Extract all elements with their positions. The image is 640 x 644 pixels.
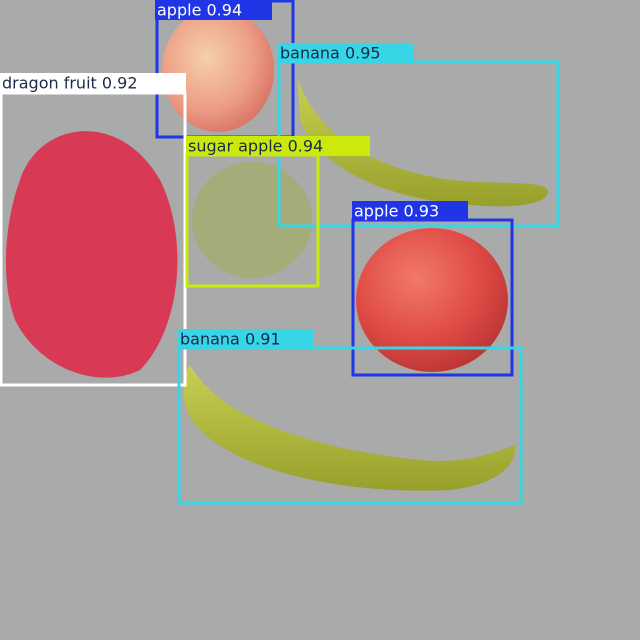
label-bg [186,136,370,156]
detection-label: dragon fruit 0.92 [2,74,138,93]
sugar-apple [192,162,312,278]
dragon-fruit [5,131,178,378]
detection-label: banana 0.95 [280,44,381,63]
label-bg [278,43,414,63]
apple-right [356,228,508,372]
label-bg [352,201,468,221]
detection-label: apple 0.94 [157,1,242,20]
label-bg [0,73,186,93]
box [177,346,523,505]
banana-bottom [183,365,516,491]
label-bg [178,329,314,349]
apple-top [162,8,274,132]
detection-label: banana 0.91 [180,330,281,349]
detection-label: apple 0.93 [354,202,439,221]
label-bg [155,0,272,20]
detection-label: sugar apple 0.94 [188,137,323,156]
banana-top [298,80,549,207]
